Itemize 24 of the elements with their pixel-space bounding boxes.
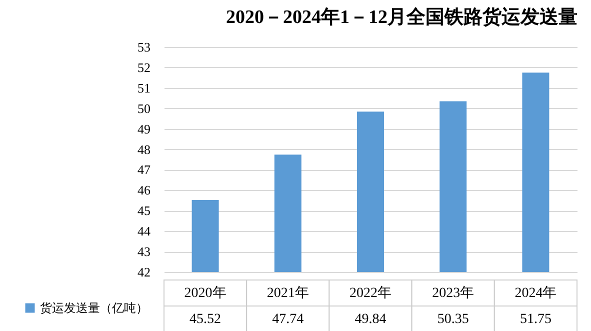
y-tick-label: 43 [138, 244, 150, 260]
y-tick-label: 42 [138, 264, 150, 280]
data-label: 51.75 [520, 312, 552, 327]
y-tick-label: 49 [138, 121, 150, 136]
x-tick-label: 2021年 [266, 285, 309, 301]
y-tick-label: 50 [138, 100, 150, 116]
y-tick-label: 52 [138, 60, 150, 75]
x-tick-label: 2020年 [184, 285, 226, 301]
y-tick-label: 53 [138, 40, 150, 54]
y-tick-label: 44 [138, 224, 151, 239]
data-label: 50.35 [437, 312, 469, 327]
data-label: 49.84 [354, 312, 386, 327]
y-tick-label: 51 [138, 80, 150, 96]
data-label: 47.74 [272, 312, 304, 327]
y-tick-label: 48 [138, 142, 150, 157]
x-tick-label: 2024年 [514, 285, 557, 301]
chart-title: 2020－2024年1－12月全国铁路货运发送量 [226, 6, 578, 28]
x-tick-label: 2022年 [350, 285, 392, 301]
data-label: 45.52 [190, 312, 222, 327]
legend-label: 货运发送量（亿吨） [40, 301, 148, 315]
x-tick-label: 2023年 [432, 285, 474, 301]
y-tick-label: 46 [138, 182, 151, 198]
y-tick-label: 45 [138, 203, 150, 218]
y-tick-label: 47 [138, 162, 151, 178]
